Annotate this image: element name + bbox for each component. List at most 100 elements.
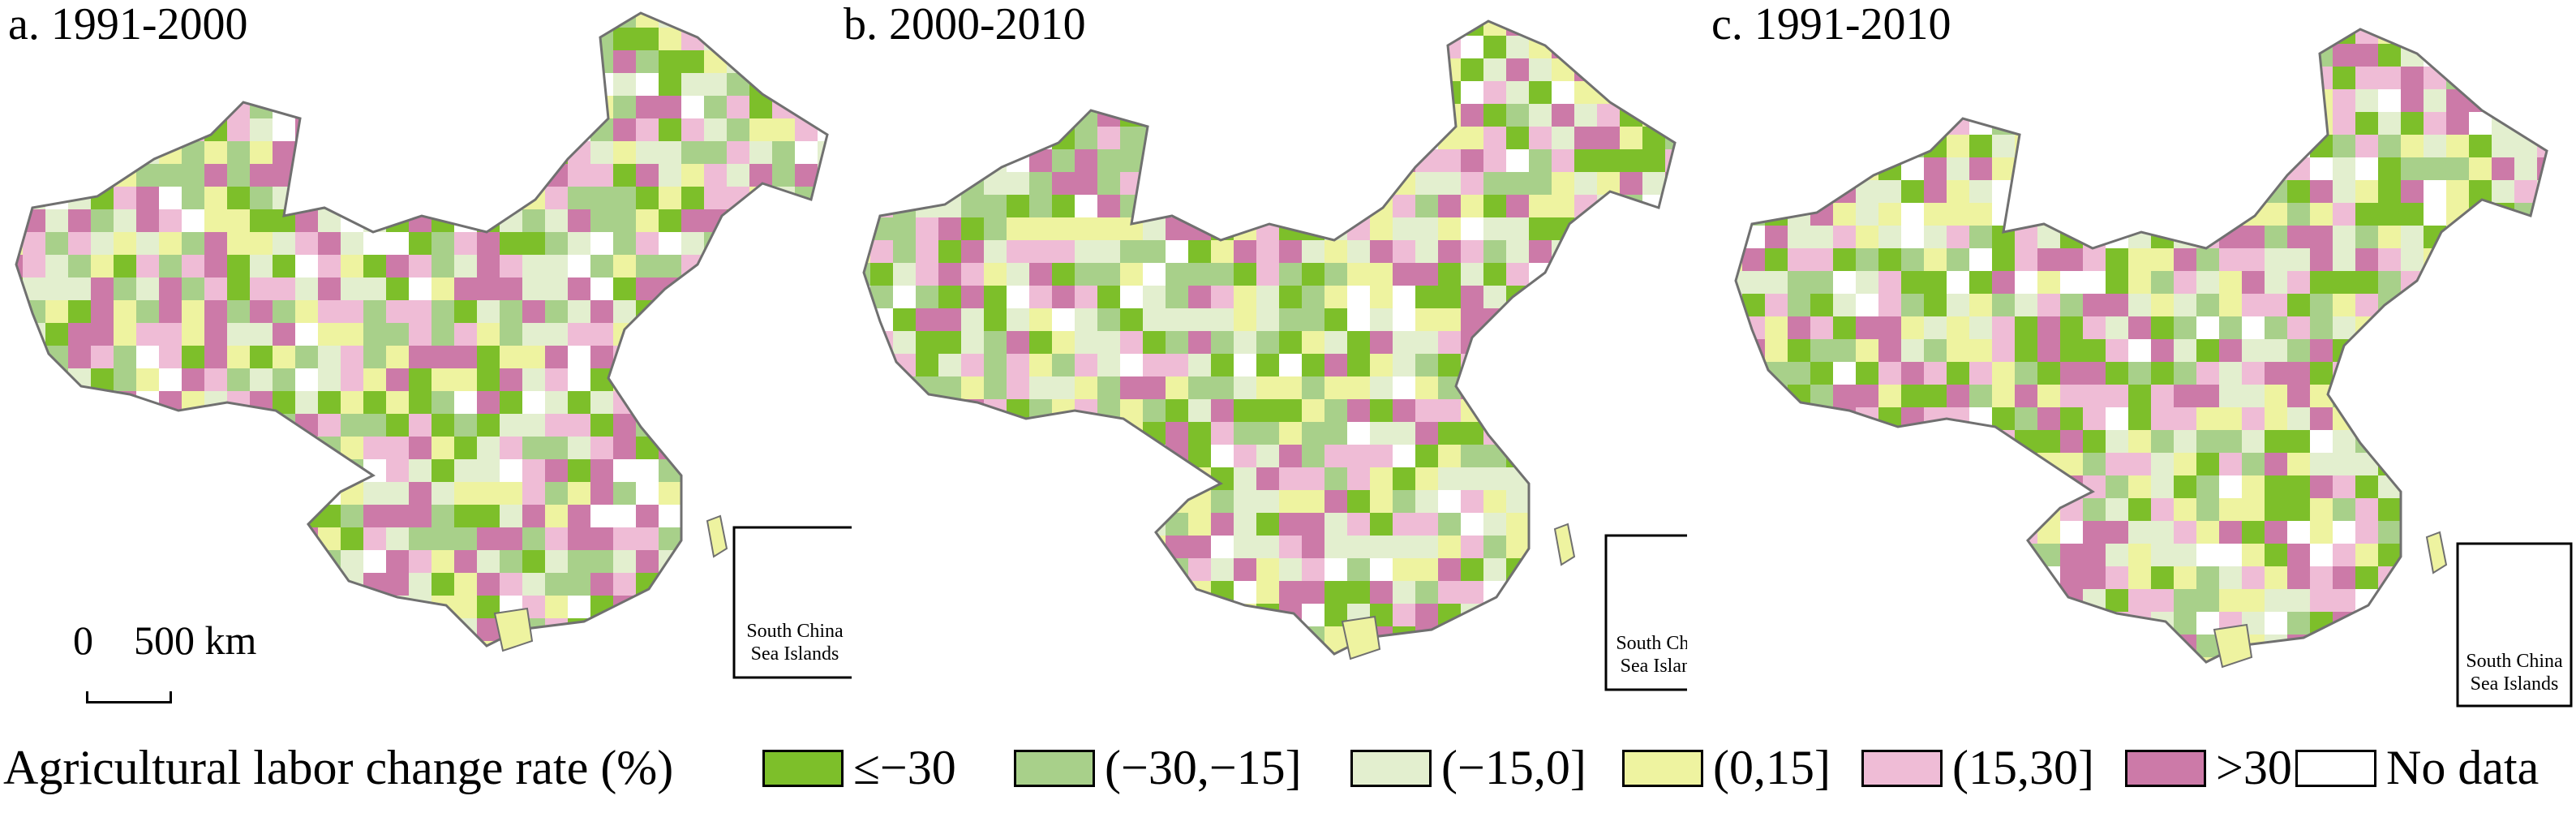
county-cell [1742, 180, 1767, 204]
county-cell [1856, 135, 1880, 159]
county-cell [2174, 271, 2198, 295]
county-cell [2151, 385, 2175, 409]
county-cell [273, 596, 297, 620]
county-cell [1810, 203, 1835, 227]
inset-label-line1-c: South China [2466, 651, 2563, 672]
county-cell [1901, 385, 1926, 409]
county-cell [1878, 112, 1903, 136]
county-cell [749, 13, 774, 29]
county-cell [984, 127, 1008, 151]
county-cell [2287, 385, 2312, 409]
county-cell [1393, 21, 1417, 37]
county-cell [659, 28, 683, 52]
county-cell [2037, 44, 2062, 68]
county-cell [916, 422, 940, 446]
county-cell [1878, 635, 1903, 659]
county-cell [386, 482, 410, 506]
county-cell [1097, 21, 1122, 37]
county-cell [23, 459, 47, 484]
county-cell [2514, 157, 2539, 182]
county-cell [1597, 445, 1621, 469]
county-cell [1483, 308, 1508, 333]
county-cell [341, 187, 365, 211]
county-cell [772, 368, 796, 393]
county-cell [386, 300, 410, 325]
county-cell [1901, 589, 1926, 613]
county-cell [772, 13, 796, 29]
county-cell [2106, 453, 2130, 477]
county-cell [2265, 339, 2289, 364]
county-cell [1810, 271, 1835, 295]
county-cell [1833, 498, 1857, 523]
county-cell [2287, 226, 2312, 250]
county-cell [1788, 112, 1812, 136]
county-cell [1279, 104, 1303, 128]
county-cell [893, 58, 917, 83]
county-cell [727, 482, 751, 506]
county-cell [613, 550, 638, 574]
county-cell [1736, 67, 1744, 91]
county-cell [1924, 521, 1948, 545]
county-cell [318, 13, 342, 29]
county-cell [386, 96, 410, 120]
county-cell [2151, 157, 2175, 182]
county-cell [2128, 29, 2153, 45]
county-cell [1393, 286, 1417, 310]
county-cell [2537, 29, 2547, 45]
county-cell [1302, 445, 1326, 469]
county-cell [1506, 490, 1531, 514]
county-cell [1529, 626, 1553, 651]
county-cell [500, 118, 524, 143]
county-cell [1856, 589, 1880, 613]
county-cell [295, 96, 320, 120]
county-cell [2015, 566, 2039, 591]
county-cell [893, 172, 917, 196]
county-cell [1506, 376, 1531, 401]
county-cell [1347, 149, 1372, 174]
county-cell [2174, 248, 2198, 273]
county-cell [1742, 566, 1767, 591]
county-cell [1529, 217, 1553, 242]
county-cell [1597, 354, 1621, 378]
county-cell [1052, 581, 1076, 605]
county-cell [2083, 407, 2107, 432]
county-cell [1052, 376, 1076, 401]
county-cell [1302, 240, 1326, 265]
county-cell [1529, 172, 1553, 196]
county-cell [159, 28, 183, 52]
county-cell [1901, 498, 1926, 523]
legend-swatch [1350, 750, 1432, 787]
county-cell [1597, 308, 1621, 333]
county-cell [1765, 498, 1789, 523]
county-cell [1620, 149, 1644, 174]
county-cell [636, 73, 660, 97]
county-cell [2106, 657, 2130, 662]
county-cell [16, 164, 24, 188]
china-map-c: South China Sea Islands [1734, 28, 2573, 708]
county-cell [91, 209, 115, 234]
county-cell [409, 28, 433, 52]
county-cell [341, 505, 365, 529]
county-cell [386, 28, 410, 52]
county-cell [1901, 112, 1926, 136]
county-cell [318, 300, 342, 325]
county-cell [159, 50, 183, 75]
county-cell [1856, 475, 1880, 500]
county-cell [1393, 422, 1417, 446]
county-cell [477, 187, 501, 211]
county-cell [2446, 498, 2471, 523]
county-cell [500, 346, 524, 370]
county-cell [2401, 112, 2425, 136]
county-cell [500, 550, 524, 574]
county-cell [2242, 430, 2266, 454]
county-cell [1833, 362, 1857, 386]
island [1341, 615, 1381, 660]
county-cell [318, 255, 342, 279]
county-cell [727, 187, 751, 211]
county-cell [386, 141, 410, 166]
county-cell [1166, 354, 1190, 378]
county-cell [2060, 44, 2084, 68]
county-cell [2333, 612, 2357, 636]
island [493, 607, 534, 652]
county-cell [1833, 29, 1857, 45]
